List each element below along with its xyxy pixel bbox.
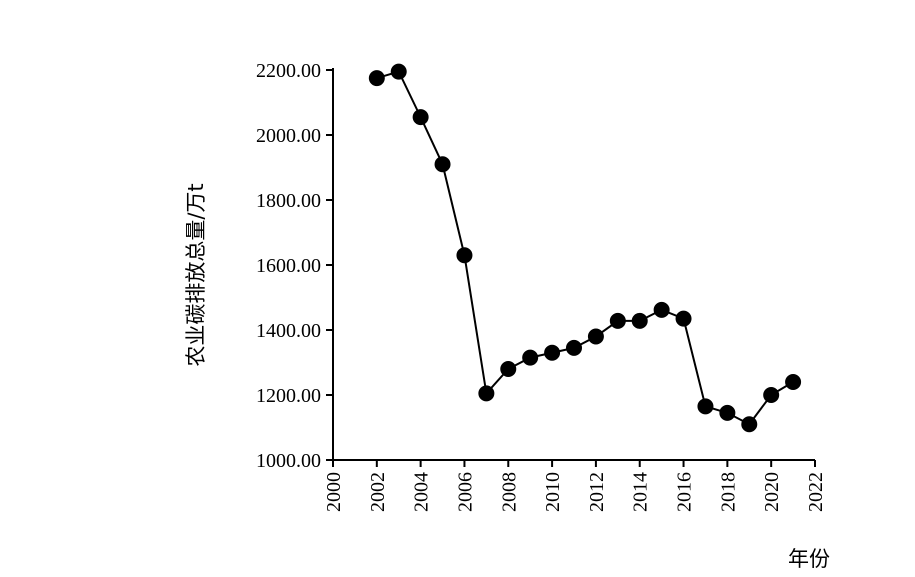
data-point <box>587 328 604 345</box>
x-tick-label: 2014 <box>630 472 652 512</box>
data-point <box>456 247 473 264</box>
x-tick-label: 2018 <box>717 472 739 512</box>
y-tick-label: 1200.00 <box>256 385 321 407</box>
data-point <box>631 312 648 329</box>
x-tick-label: 2004 <box>411 472 433 512</box>
data-point <box>697 398 714 415</box>
series-line <box>376 70 794 426</box>
y-tick-label: 2000.00 <box>256 125 321 147</box>
x-tick-label: 2012 <box>586 472 608 512</box>
x-tick-label: 2022 <box>805 472 827 512</box>
ticks: 1000.00 1200.00 1400.00 1600.00 1800.00 2000.… <box>256 60 827 512</box>
y-tick-label: 1800.00 <box>256 190 321 212</box>
y-tick-label: 1400.00 <box>256 320 321 342</box>
data-point <box>478 385 495 402</box>
x-axis-title: 年份 <box>788 547 830 571</box>
y-tick-label: 1000.00 <box>256 450 321 472</box>
series-group <box>368 63 802 433</box>
data-point <box>390 63 407 80</box>
data-point <box>522 349 539 366</box>
data-point <box>785 374 802 390</box>
data-point <box>741 416 758 433</box>
data-point <box>500 361 517 377</box>
data-point <box>368 70 385 87</box>
axes <box>332 68 815 461</box>
data-point <box>763 387 780 403</box>
x-tick-label: 2016 <box>674 472 696 512</box>
x-tick-label: 2006 <box>454 472 476 512</box>
x-tick-label: 2010 <box>542 472 564 512</box>
data-point <box>609 312 626 329</box>
y-tick-label: 2200.00 <box>256 60 321 82</box>
x-tick-label: 2008 <box>498 472 520 512</box>
data-point <box>719 404 736 421</box>
data-point <box>566 339 582 356</box>
x-tick-label: 2002 <box>367 472 389 512</box>
y-axis-title: 农业碳排放总量/万t <box>184 183 208 366</box>
data-point <box>653 301 670 318</box>
y-tick-label: 1600.00 <box>256 255 321 277</box>
data-point <box>544 344 561 361</box>
data-point <box>412 109 429 126</box>
data-point <box>434 156 451 173</box>
x-tick-label: 2020 <box>761 472 783 512</box>
x-tick-label: 2000 <box>323 472 345 512</box>
data-point <box>675 310 692 327</box>
